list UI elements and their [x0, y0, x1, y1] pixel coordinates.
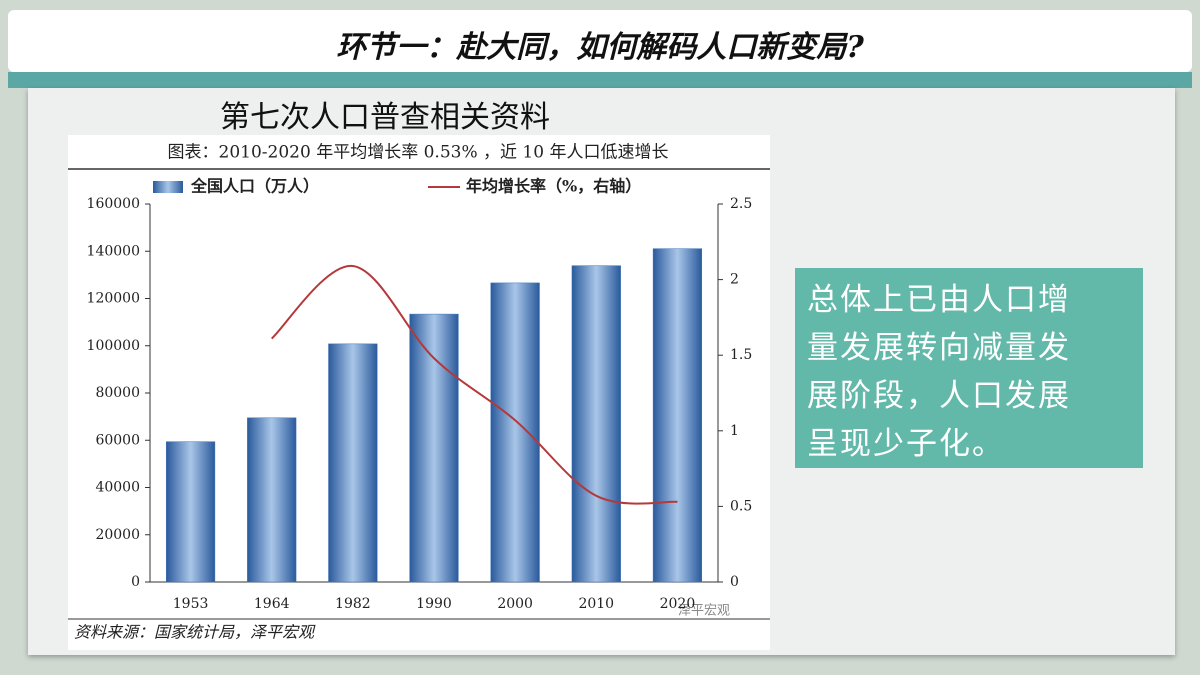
y2-tick-label: 2.5	[730, 196, 752, 212]
watermark: 泽平宏观	[678, 604, 730, 619]
y2-tick-label: 1	[730, 423, 739, 439]
y-tick-label: 120000	[87, 291, 140, 307]
y2-tick-label: 1.5	[730, 347, 752, 363]
y-tick-label: 140000	[87, 243, 140, 259]
bar	[490, 282, 540, 583]
bar	[328, 343, 378, 583]
x-tick-label: 2020	[660, 596, 696, 612]
summary-line: 呈现少子化。	[807, 426, 1005, 462]
x-tick-label: 1982	[335, 596, 371, 612]
legend-swatch	[153, 181, 183, 193]
section-heading: 第七次人口普查相关资料	[220, 100, 550, 135]
summary-line: 总体上已由人口增	[807, 282, 1071, 318]
legend-label: 年均增长率（%，右轴）	[466, 177, 641, 196]
summary-line: 量发展转向减量发	[807, 330, 1071, 366]
summary-line: 展阶段，人口发展	[807, 378, 1071, 414]
source: 资料来源：国家统计局，泽平宏观	[74, 623, 316, 642]
summary-box: 总体上已由人口增 量发展转向减量发 展阶段，人口发展 呈现少子化。	[795, 268, 1143, 468]
legend-label: 全国人口（万人）	[190, 177, 319, 196]
y-tick-label: 160000	[87, 196, 140, 212]
y-tick-label: 80000	[95, 385, 140, 401]
bar	[247, 417, 297, 583]
line	[271, 264, 678, 505]
x-tick-label: 2010	[578, 596, 614, 612]
y-tick-label: 0	[131, 574, 140, 590]
x-tick-label: 1990	[416, 596, 452, 612]
strip	[8, 72, 1192, 88]
chart: 图表：2010-2020 年平均增长率 0.53% ，近 10 年人口低速增长 …	[68, 135, 770, 650]
y-tick-label: 20000	[95, 527, 140, 543]
y2-tick-label: 2	[730, 272, 739, 288]
bar	[652, 248, 703, 583]
x-tick-label: 1953	[173, 596, 209, 612]
x-tick-label: 1964	[254, 596, 290, 612]
y2-tick-label: 0	[730, 574, 739, 590]
y-tick-label: 100000	[87, 338, 140, 354]
slide-title: 环节一：赴大同，如何解码人口新变局?	[336, 30, 864, 65]
x-tick-label: 2000	[497, 596, 533, 612]
bar	[409, 313, 459, 583]
y-tick-label: 60000	[95, 432, 140, 448]
header: 环节一：赴大同，如何解码人口新变局?	[8, 10, 1192, 72]
y2-tick-label: 0.5	[730, 498, 752, 514]
bar	[571, 265, 621, 583]
bar	[165, 441, 216, 583]
chart-title: 图表：2010-2020 年平均增长率 0.53% ，近 10 年人口低速增长	[168, 143, 669, 163]
y-tick-label: 40000	[95, 480, 140, 496]
